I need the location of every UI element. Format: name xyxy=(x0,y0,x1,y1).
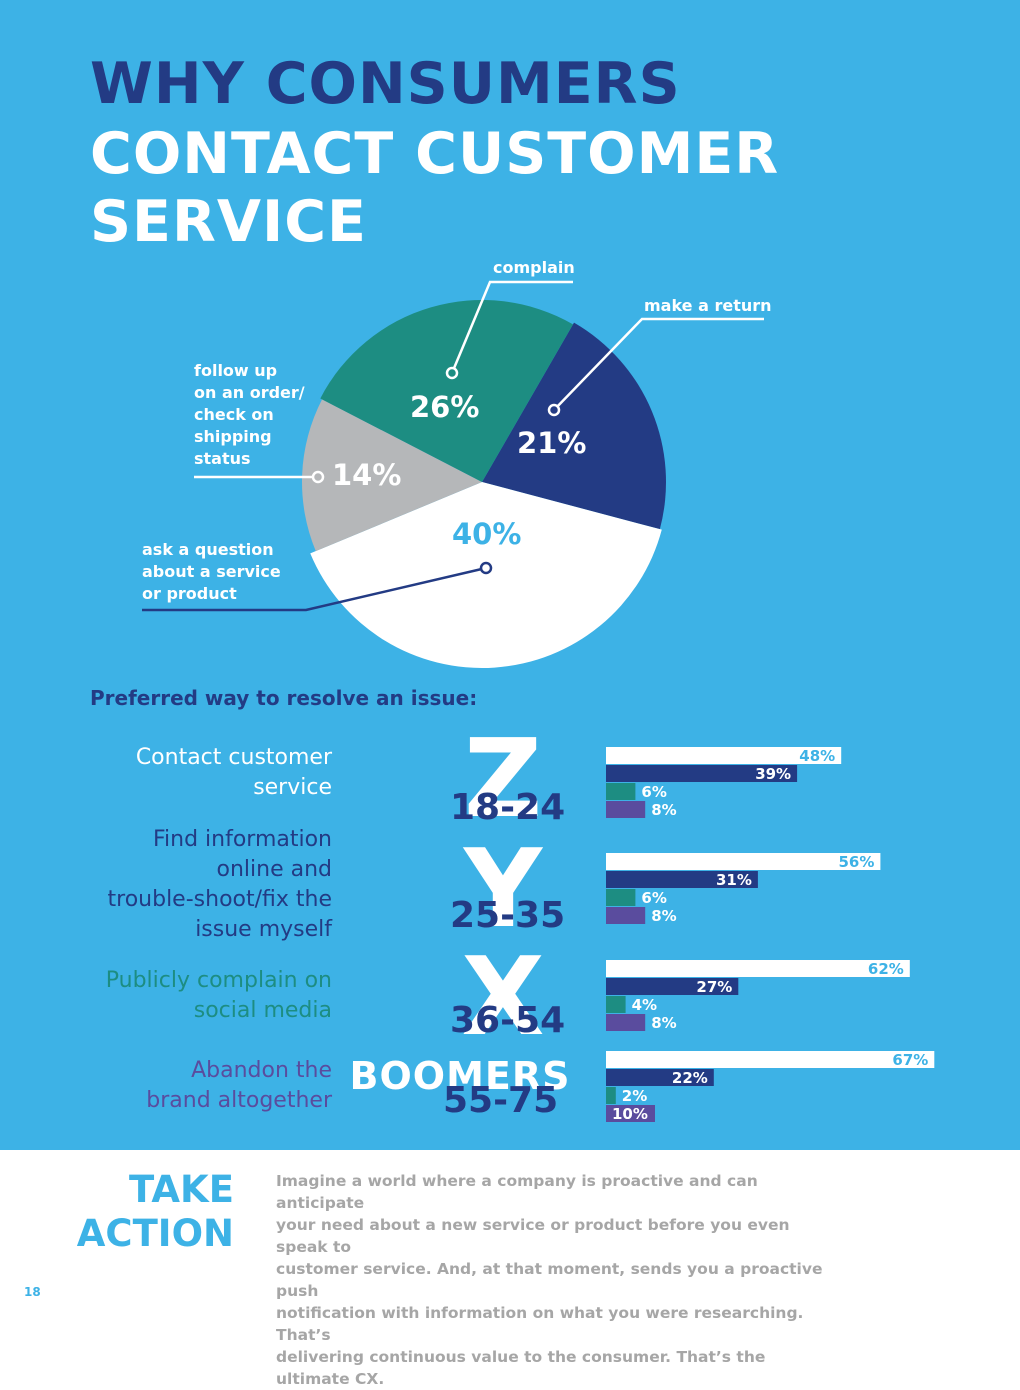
bar-label-y-complain: 6% xyxy=(641,889,666,907)
generation-y: Y xyxy=(463,827,543,952)
bar-x-online xyxy=(606,960,910,977)
slice-label-followup: 14% xyxy=(332,458,402,492)
pie-slice-followup xyxy=(301,399,482,552)
bar-label-x-complain: 4% xyxy=(632,996,657,1014)
bar-label-boomers-abandon: 10% xyxy=(612,1105,648,1123)
bar-z-contact xyxy=(606,765,798,782)
bar-label-boomers-complain: 2% xyxy=(622,1087,647,1105)
age-range-x: 36-54 xyxy=(450,1000,566,1041)
marker-question xyxy=(479,561,493,575)
generation-z: Z xyxy=(463,717,543,842)
bar-x-complain xyxy=(606,996,626,1013)
age-range-boomers: 55-75 xyxy=(443,1080,559,1121)
option-complain: Publicly complain on social media xyxy=(105,968,332,1023)
marker-complain xyxy=(445,366,459,380)
option-contact: Contact customer service xyxy=(135,745,332,800)
bar-x-contact xyxy=(606,978,739,995)
option-abandon: Abandon the brand altogether xyxy=(146,1058,332,1113)
bar-y-complain xyxy=(606,889,636,906)
leader-return xyxy=(553,317,764,411)
slice-label-question: 40% xyxy=(452,517,522,551)
bar-x-abandon xyxy=(606,1014,646,1031)
age-range-y: 25-35 xyxy=(450,895,566,936)
title-line-2: CONTACT CUSTOMER xyxy=(90,121,780,187)
bar-boomers-contact xyxy=(606,1069,714,1086)
pie-slice-question xyxy=(310,482,662,668)
page-number: 18 xyxy=(24,1285,41,1299)
slice-label-return: 21% xyxy=(517,426,587,460)
slice-label-complain: 26% xyxy=(410,390,480,424)
pie-label-return: make a return xyxy=(644,296,772,315)
marker-followup xyxy=(311,470,325,484)
bar-z-online xyxy=(606,747,842,764)
bar-label-z-online: 48% xyxy=(799,747,835,765)
pie-label-question: ask a question about a service or produc… xyxy=(142,540,281,603)
generation-boomers: BOOMERS xyxy=(349,1054,571,1098)
take-action-text: Imagine a world where a company is proac… xyxy=(276,1172,823,1388)
leader-question xyxy=(142,566,487,612)
title-line-1: WHY CONSUMERS xyxy=(90,51,681,117)
bar-z-complain xyxy=(606,783,636,800)
bar-label-boomers-contact: 22% xyxy=(672,1069,708,1087)
pie-label-complain: complain xyxy=(493,258,575,277)
bar-boomers-complain xyxy=(606,1087,616,1104)
bar-y-contact xyxy=(606,871,758,888)
bar-label-x-online: 62% xyxy=(868,960,904,978)
bar-label-x-contact: 27% xyxy=(696,978,732,996)
generation-x: X xyxy=(461,935,545,1060)
leader-complain xyxy=(450,280,573,374)
title-line-3: SERVICE xyxy=(90,189,367,255)
bar-label-y-abandon: 8% xyxy=(651,907,676,925)
bar-boomers-online xyxy=(606,1051,935,1068)
bar-boomers-abandon xyxy=(606,1105,655,1122)
pie-slice-return xyxy=(482,322,666,530)
bar-label-z-abandon: 8% xyxy=(651,801,676,819)
pie-slice-complain xyxy=(320,300,573,482)
bar-label-y-online: 56% xyxy=(838,853,874,871)
option-find: Find information online and trouble-shoot/… xyxy=(107,827,332,942)
bar-label-z-complain: 6% xyxy=(641,783,666,801)
bar-z-abandon xyxy=(606,801,646,818)
bar-label-z-contact: 39% xyxy=(755,765,791,783)
bar-label-y-contact: 31% xyxy=(716,871,752,889)
bar-y-online xyxy=(606,853,881,870)
bar-label-boomers-online: 67% xyxy=(892,1051,928,1069)
take-action-heading: TAKE ACTION xyxy=(76,1168,234,1255)
marker-return xyxy=(547,403,561,417)
bar-y-abandon xyxy=(606,907,646,924)
bar-chart-subheading: Preferred way to resolve an issue: xyxy=(90,686,478,710)
age-range-z: 18-24 xyxy=(450,787,566,828)
bar-label-x-abandon: 8% xyxy=(651,1014,676,1032)
pie-label-followup: follow up on an order/ check on shipping… xyxy=(194,361,305,468)
pie-chart xyxy=(142,280,764,668)
bar-chart: 48%39%6%8%56%31%6%8%62%27%4%8%67%22%2%10… xyxy=(606,747,935,1123)
